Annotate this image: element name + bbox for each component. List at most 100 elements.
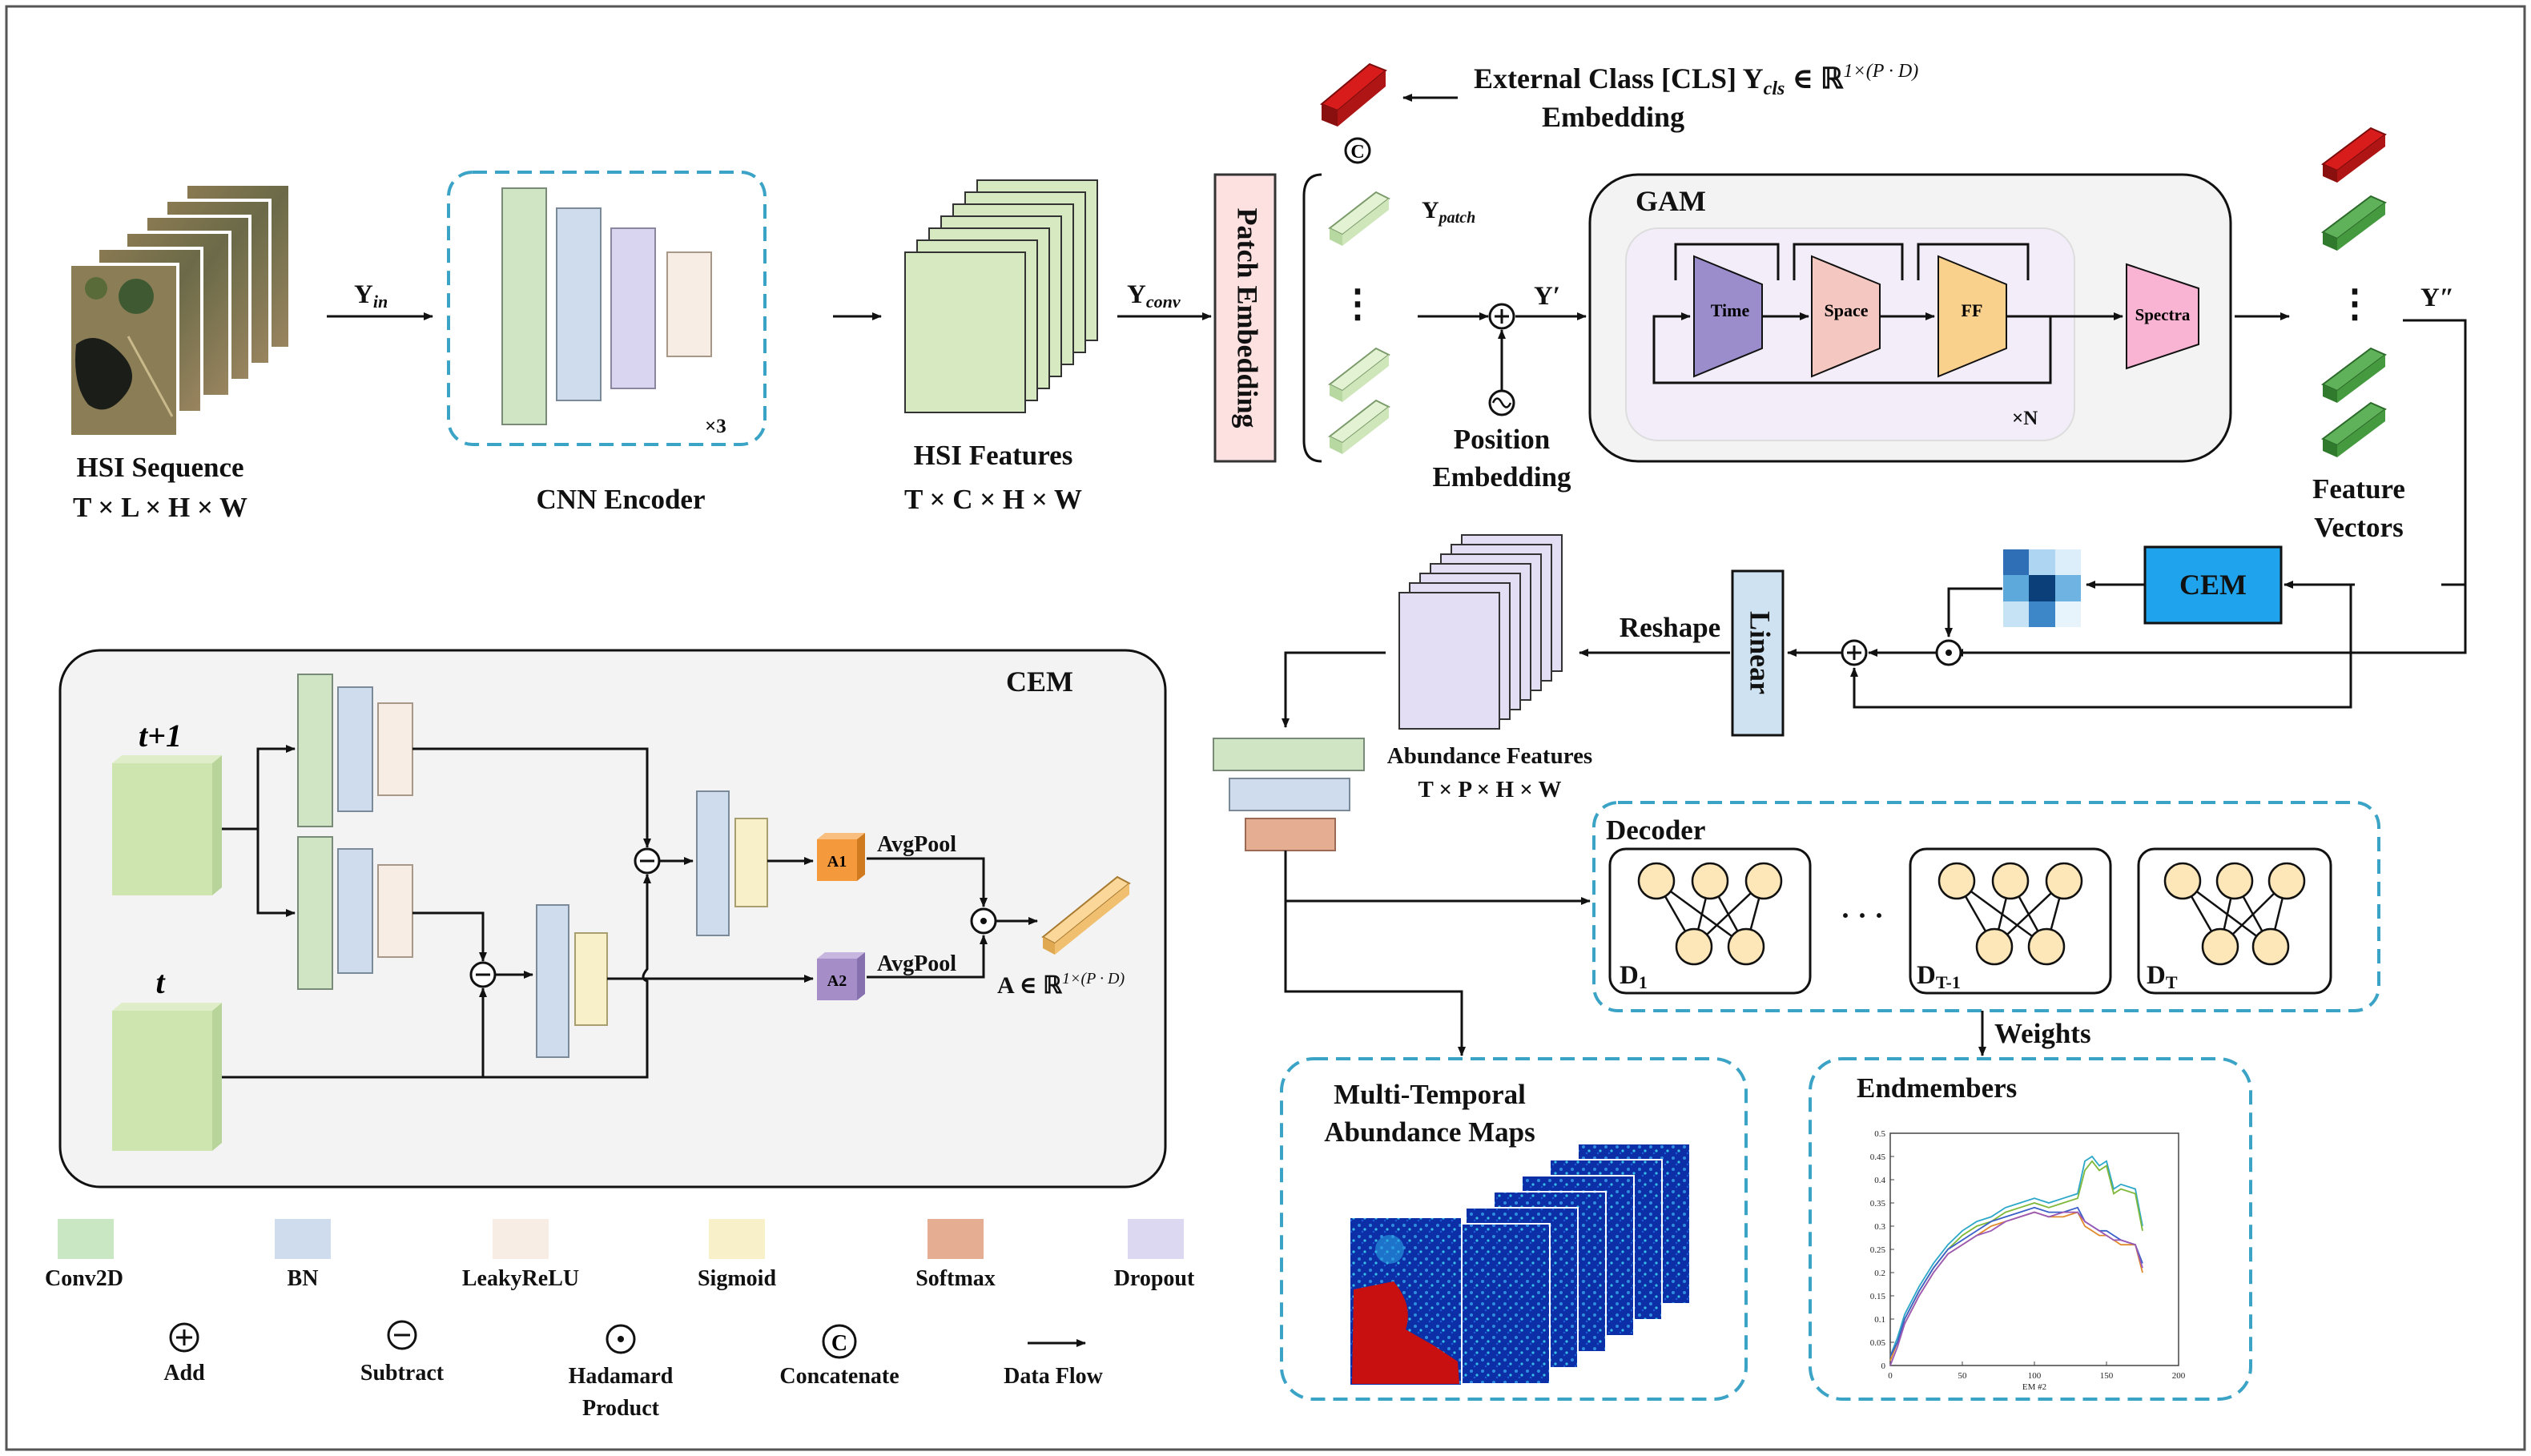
feature-dots: ⋮	[2336, 283, 2374, 325]
add-icon	[1490, 304, 1514, 328]
legend-softmax-label: Softmax	[915, 1266, 996, 1291]
mid-bn	[537, 905, 569, 1057]
endmembers-title: Endmembers	[1857, 1072, 2017, 1104]
legend-add-label: Add	[163, 1361, 205, 1386]
lower-conv	[298, 837, 332, 989]
legend-softmax-swatch	[927, 1219, 984, 1259]
spectra-label: Spectra	[2135, 305, 2191, 324]
avgpool1-label: AvgPool	[877, 832, 956, 857]
chart-x-axis-label: EM #2	[2022, 1382, 2046, 1392]
a1-label: A1	[827, 853, 847, 871]
feature-vectors-label2: Vectors	[2314, 512, 2403, 543]
subtract-icon	[471, 963, 495, 987]
hsi-sequence-dims: T × L × H × W	[73, 492, 247, 523]
hadamard-icon	[972, 909, 996, 933]
svg-text:C: C	[831, 1331, 847, 1356]
hsi-sequence-label: HSI Sequence	[76, 452, 243, 483]
chart-plot-area	[1890, 1133, 2179, 1366]
chart-y-tick-label: 0.5	[1874, 1129, 1885, 1139]
legend-add-icon	[171, 1324, 198, 1351]
patch-embedding-label: Patch Embedding	[1232, 207, 1264, 428]
reshape-label: Reshape	[1620, 612, 1720, 643]
lower-bn	[338, 849, 372, 973]
chart-y-tick-label: 0.35	[1870, 1199, 1886, 1209]
chart-x-tick-label: 150	[2100, 1371, 2114, 1381]
position-embedding-icon	[1490, 391, 1514, 415]
chart-y-tick-label: 0.05	[1870, 1338, 1886, 1348]
legend-hadamard-label1: Hadamard	[569, 1364, 674, 1389]
legend-bn-swatch	[275, 1219, 331, 1259]
legend-dataflow-label: Data Flow	[1004, 1364, 1103, 1389]
input-t-plus-1	[112, 755, 222, 895]
legend-sigmoid-swatch	[709, 1219, 765, 1259]
abundance-map-front	[1350, 1217, 1462, 1386]
cls-label-line2: Embedding	[1542, 101, 1684, 133]
position-label-line1: Position	[1454, 424, 1551, 455]
weights-label: Weights	[1994, 1018, 2091, 1049]
maps-title-line1: Multi-Temporal	[1334, 1079, 1526, 1110]
chart-x-tick-label: 0	[1888, 1371, 1893, 1381]
chart-y-tick-label: 0	[1881, 1361, 1886, 1371]
legend-hadamard-icon	[607, 1325, 634, 1353]
upper2-sigmoid	[735, 818, 767, 907]
subtract-icon	[635, 849, 659, 873]
hsi-frame-front	[70, 264, 178, 436]
maps-title-line2: Abundance Maps	[1324, 1116, 1535, 1148]
chart-y-tick-label: 0.4	[1874, 1176, 1885, 1185]
chart-y-tick-label: 0.3	[1874, 1222, 1885, 1232]
cnn-encoder-label: CNN Encoder	[537, 484, 706, 515]
head-conv-layer	[1213, 738, 1364, 770]
cnn-repeat-label: ×3	[705, 416, 726, 437]
legend-bn-label: BN	[288, 1266, 319, 1291]
legend-dropout-swatch	[1128, 1219, 1184, 1259]
decoder-network-dt1	[1910, 849, 2111, 993]
legend-subtract-label: Subtract	[360, 1361, 445, 1386]
chart-y-tick-label: 0.15	[1870, 1292, 1886, 1301]
linear-label: Linear	[1744, 611, 1777, 694]
upper-conv	[298, 674, 332, 827]
t-label: t	[155, 964, 166, 1000]
chart-y-tick-label: 0.45	[1870, 1152, 1886, 1162]
input-t	[112, 1003, 222, 1151]
hsi-features-dims: T × C × H × W	[904, 484, 1082, 515]
gam-title: GAM	[1636, 185, 1706, 217]
chart-x-tick-label: 100	[2028, 1371, 2042, 1381]
patch-dots: ⋮	[1338, 283, 1377, 325]
add-icon	[1842, 641, 1866, 665]
head-bn-layer	[1229, 778, 1350, 810]
legend-hadamard-label2: Product	[582, 1396, 660, 1421]
cem-block-label: CEM	[2179, 569, 2247, 601]
t-plus-1-label: t+1	[139, 718, 182, 754]
decoder-network-d1	[1610, 849, 1810, 993]
cnn-leakyrelu-layer	[667, 252, 711, 356]
legend-sigmoid-label: Sigmoid	[698, 1266, 776, 1291]
chart-y-tick-label: 0.1	[1874, 1315, 1885, 1325]
upper-bn	[338, 687, 372, 811]
legend-leakyrelu-swatch	[493, 1219, 549, 1259]
space-label: Space	[1825, 300, 1869, 320]
avgpool2-label: AvgPool	[877, 951, 956, 976]
chart-x-tick-label: 200	[2172, 1371, 2186, 1381]
cem-detail-title: CEM	[1006, 666, 1073, 698]
position-label-line2: Embedding	[1432, 461, 1571, 493]
legend-subtract-icon	[388, 1321, 416, 1349]
decoder-dots: · · ·	[1841, 899, 1884, 931]
yprime-label: Y′	[1534, 282, 1560, 311]
legend-concatenate-icon: C	[823, 1325, 855, 1357]
chart-y-tick-label: 0.25	[1870, 1245, 1886, 1255]
concatenate-icon: C	[1346, 139, 1370, 163]
time-label: Time	[1711, 300, 1750, 320]
head-softmax-layer	[1245, 818, 1335, 851]
cnn-conv-layer	[502, 188, 546, 424]
decoder-network-dt	[2139, 849, 2331, 993]
cnn-bn-layer	[557, 208, 601, 400]
gam-repeat-label: ×N	[2012, 408, 2038, 429]
legend-conv2d-label: Conv2D	[45, 1266, 123, 1291]
decoder-title: Decoder	[1606, 814, 1705, 846]
a2-label: A2	[827, 972, 847, 990]
lower-leakyrelu	[378, 865, 412, 957]
upper2-bn	[697, 791, 729, 935]
legend-leakyrelu-label: LeakyReLU	[462, 1266, 579, 1291]
